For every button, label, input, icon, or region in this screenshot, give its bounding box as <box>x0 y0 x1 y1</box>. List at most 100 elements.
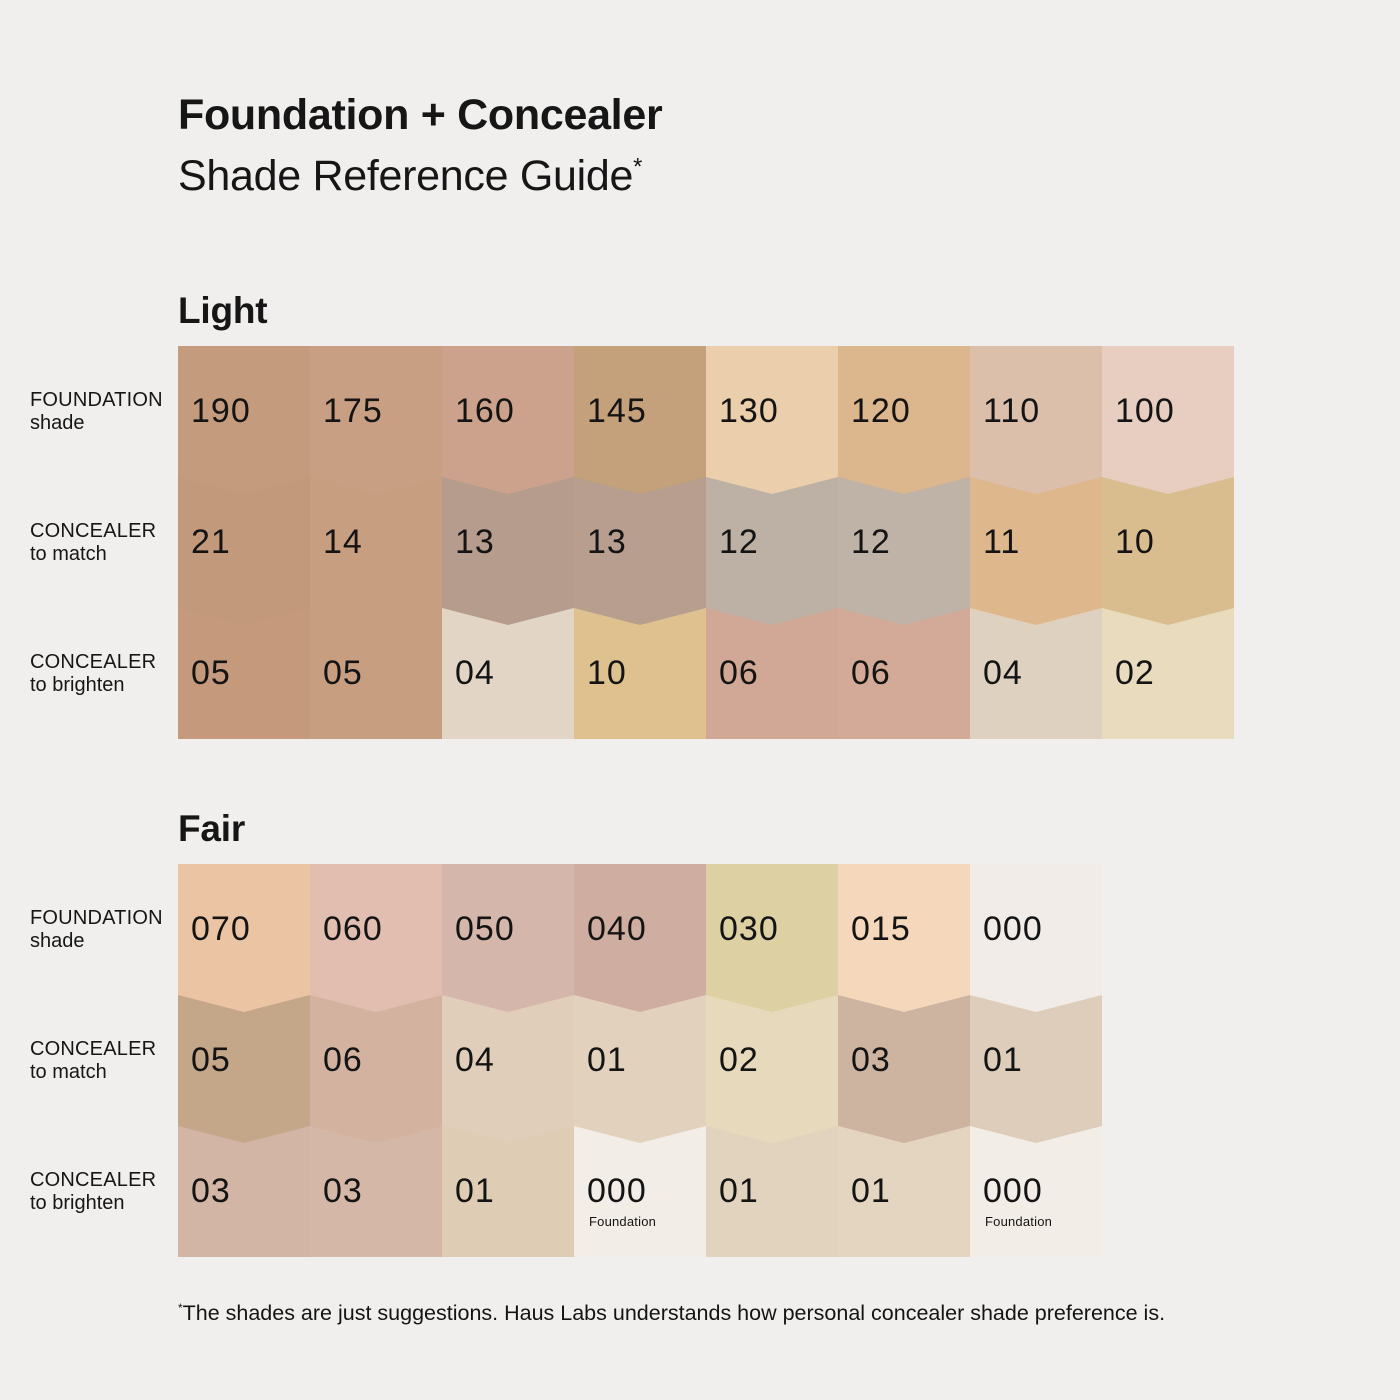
swatch-label-box: 030 <box>706 864 838 995</box>
shade-number: 14 <box>323 523 363 561</box>
swatch-cell: 10 <box>574 608 706 739</box>
swatch-label-box: 05 <box>310 608 442 739</box>
swatch-label-box: 03 <box>838 995 970 1126</box>
swatch-cell: 01 <box>574 995 706 1143</box>
swatch-label-box: 05 <box>178 608 310 739</box>
swatch-label-box: 050 <box>442 864 574 995</box>
shade-number: 000 <box>587 1172 647 1210</box>
swatch-cell: 145 <box>574 346 706 494</box>
section-header-light: Light <box>178 290 268 331</box>
shade-table-fair: 070 060 050 040 030 015 000 05 06 04 01 02 03 01 03 03 0… <box>178 864 1102 1257</box>
swatch-cell: 21 <box>178 477 310 625</box>
row-label-line2: shade <box>30 929 85 952</box>
swatch-label-box: 120 <box>838 346 970 477</box>
row-label: CONCEALER to match <box>30 520 156 566</box>
swatch-label-box: 10 <box>1102 477 1234 608</box>
swatch-label-box: 11 <box>970 477 1102 608</box>
swatch-label-box: 175 <box>310 346 442 477</box>
shade-number: 01 <box>983 1041 1023 1079</box>
swatch-cell: 175 <box>310 346 442 494</box>
swatch-label-box: 02 <box>706 995 838 1126</box>
shade-number: 13 <box>587 523 627 561</box>
shade-number: 03 <box>323 1172 363 1210</box>
swatch-label-box: 015 <box>838 864 970 995</box>
shade-number: 160 <box>455 392 515 430</box>
swatch-cell: 01 <box>838 1126 970 1257</box>
swatch-cell: 02 <box>1102 608 1234 739</box>
swatch-label-box: 04 <box>970 608 1102 739</box>
swatch-label-box: 01 <box>442 1126 574 1257</box>
swatch-cell: 160 <box>442 346 574 494</box>
row-label-line2: to brighten <box>30 673 125 696</box>
swatch-cell: 000 Foundation <box>970 1126 1102 1257</box>
swatch-cell: 070 <box>178 864 310 1012</box>
swatch-label-box: 03 <box>178 1126 310 1257</box>
shade-number: 04 <box>983 654 1023 692</box>
shade-number: 06 <box>851 654 891 692</box>
shade-table-light: 190 175 160 145 130 120 110 100 21 14 13 13 12 12 11 10… <box>178 346 1234 739</box>
swatch-cell: 040 <box>574 864 706 1012</box>
footnote-asterisk: * <box>633 154 642 181</box>
swatch-cell: 000 <box>970 864 1102 1012</box>
swatch-cell: 13 <box>574 477 706 625</box>
swatch-cell: 10 <box>1102 477 1234 625</box>
shade-number: 11 <box>983 523 1021 561</box>
swatch-label-box: 13 <box>442 477 574 608</box>
swatch-cell: 110 <box>970 346 1102 494</box>
swatch-cell: 12 <box>838 477 970 625</box>
shade-number: 01 <box>719 1172 759 1210</box>
swatch-label-box: 000 Foundation <box>970 1126 1102 1257</box>
swatch-cell: 04 <box>970 608 1102 739</box>
swatch-cell: 100 <box>1102 346 1234 494</box>
shade-number: 030 <box>719 910 779 948</box>
shade-sub-label: Foundation <box>985 1214 1053 1229</box>
swatch-label-box: 100 <box>1102 346 1234 477</box>
swatch-cell: 01 <box>706 1126 838 1257</box>
row-label-line1: FOUNDATION <box>30 906 163 929</box>
swatch-cell: 050 <box>442 864 574 1012</box>
swatch-label-box: 10 <box>574 608 706 739</box>
swatch-label-box: 01 <box>574 995 706 1126</box>
swatch-row: 21 14 13 13 12 12 11 10 <box>178 477 1234 625</box>
swatch-cell: 11 <box>970 477 1102 625</box>
row-label-line1: FOUNDATION <box>30 388 163 411</box>
swatch-label-box: 04 <box>442 995 574 1126</box>
swatch-cell: 04 <box>442 608 574 739</box>
swatch-label-box: 000 <box>970 864 1102 995</box>
swatch-row: 05 06 04 01 02 03 01 <box>178 995 1102 1143</box>
subtitle-text: Shade Reference Guide <box>178 152 634 200</box>
shade-number: 03 <box>851 1041 891 1079</box>
swatch-cell: 06 <box>310 995 442 1143</box>
shade-number: 130 <box>719 392 779 430</box>
swatch-label-box: 14 <box>310 477 442 608</box>
swatch-cell: 04 <box>442 995 574 1143</box>
shade-number: 10 <box>1115 523 1155 561</box>
row-label-line2: shade <box>30 411 85 434</box>
row-label: CONCEALER to brighten <box>30 651 156 697</box>
shade-number: 05 <box>323 654 363 692</box>
swatch-cell: 000 Foundation <box>574 1126 706 1257</box>
swatch-cell: 05 <box>178 995 310 1143</box>
footnote: *The shades are just suggestions. Haus L… <box>178 1300 1165 1328</box>
shade-number: 02 <box>1115 654 1155 692</box>
row-label-line1: CONCEALER <box>30 519 157 542</box>
shade-number: 145 <box>587 392 647 430</box>
swatch-label-box: 12 <box>706 477 838 608</box>
swatch-label-box: 000 Foundation <box>574 1126 706 1257</box>
swatch-row: 03 03 01 000 Foundation 01 01 000 Foundation <box>178 1126 1102 1257</box>
shade-number: 12 <box>851 523 891 561</box>
swatch-label-box: 05 <box>178 995 310 1126</box>
swatch-label-box: 01 <box>706 1126 838 1257</box>
shade-number: 10 <box>587 654 627 692</box>
shade-number: 190 <box>191 392 251 430</box>
swatch-cell: 03 <box>178 1126 310 1257</box>
shade-number: 05 <box>191 1041 231 1079</box>
swatch-cell: 060 <box>310 864 442 1012</box>
shade-sub-label: Foundation <box>589 1214 657 1229</box>
swatch-label-box: 160 <box>442 346 574 477</box>
swatch-label-box: 06 <box>706 608 838 739</box>
shade-number: 01 <box>851 1172 891 1210</box>
swatch-cell: 06 <box>706 608 838 739</box>
shade-number: 04 <box>455 654 495 692</box>
shade-number: 110 <box>983 392 1041 430</box>
